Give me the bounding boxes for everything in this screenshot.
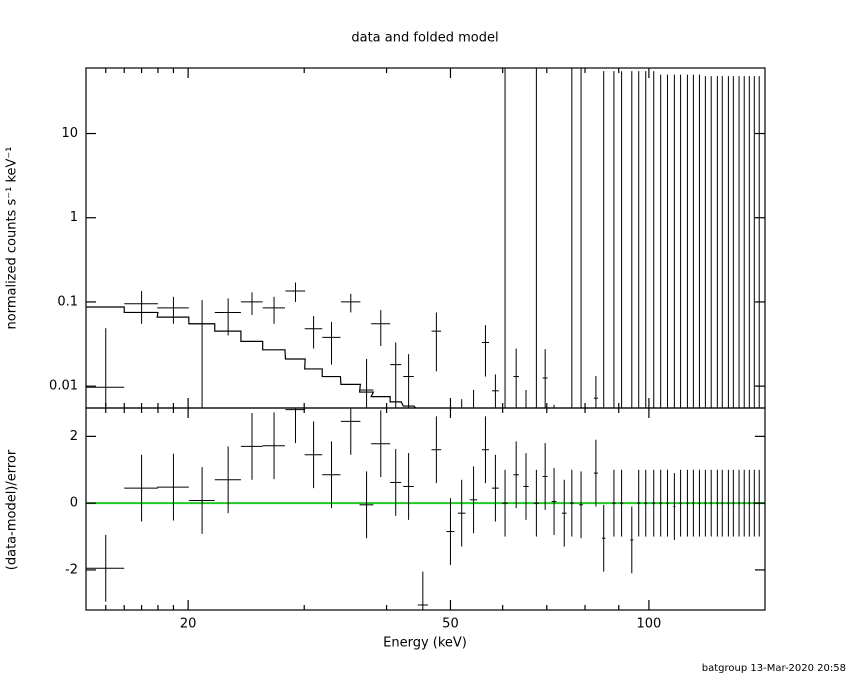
y-tick-label: 0 [70,496,78,511]
y-axis-label: (data-model)/error [5,449,20,570]
x-axis-label: Energy (keV) [383,636,467,651]
lower-frame [85,407,766,611]
upper-frame [85,67,766,409]
model-line [86,306,417,408]
x-tick-label: 50 [442,617,459,632]
x-tick-label: 100 [636,617,661,632]
y-tick-label: 2 [70,429,78,444]
y-tick-label: 1 [70,210,78,225]
y-axis-label: normalized counts s⁻¹ keV⁻¹ [5,147,20,330]
chart-title: data and folded model [351,31,498,46]
y-tick-label: -2 [65,562,78,577]
x-tick-label: 20 [180,617,197,632]
y-tick-label: 10 [61,126,78,141]
upper-plot [86,68,760,408]
lower-plot [86,408,765,610]
y-tick-label: 0.01 [49,379,78,394]
footnote: batgroup 13-Mar-2020 20:58 [702,663,846,674]
y-tick-label: 0.1 [57,294,78,309]
axes: 20 50 100 0.01 0.1 1 10 -2 0 2 [49,68,765,632]
